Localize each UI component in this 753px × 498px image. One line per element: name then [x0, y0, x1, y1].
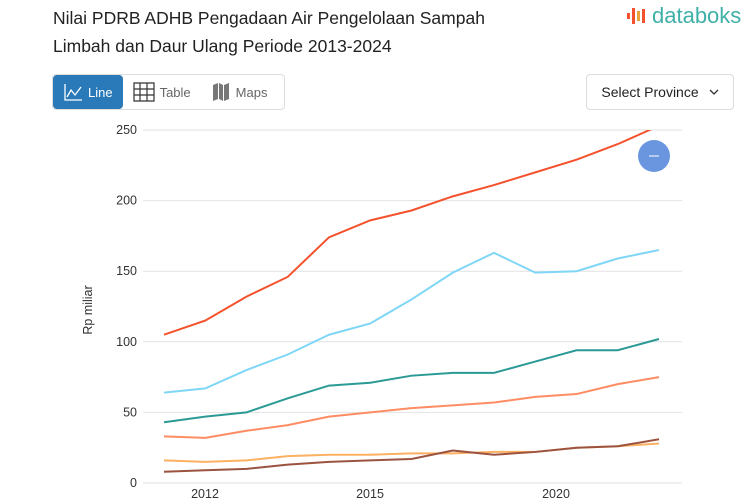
tab-label: Line — [88, 84, 113, 100]
map-icon — [212, 83, 229, 101]
tab-label: Maps — [235, 84, 268, 100]
series-line-0[interactable] — [163, 126, 659, 336]
y-tick-label: 0 — [130, 476, 137, 490]
tab-label: Table — [159, 84, 191, 100]
series-line-3[interactable] — [163, 376, 660, 439]
y-tick-label: 100 — [116, 335, 137, 349]
y-tick-label: 150 — [116, 264, 137, 278]
tab-maps[interactable]: Maps — [201, 75, 278, 109]
series-line-5[interactable] — [163, 438, 660, 473]
view-tabs: Line Table Maps — [52, 74, 285, 110]
tab-table[interactable]: Table — [123, 75, 201, 109]
select-label: Select Province — [601, 84, 699, 100]
x-tick-label: 2015 — [356, 487, 384, 498]
series-line-2[interactable] — [163, 338, 660, 424]
x-tick-label: 2020 — [542, 487, 570, 498]
table-icon — [132, 82, 155, 102]
y-axis-label: Rp miliar — [81, 285, 95, 334]
logo-bars-icon — [627, 8, 645, 24]
y-tick-label: 50 — [123, 405, 137, 419]
logo-text: databoks — [652, 3, 742, 28]
x-tick-label: 2012 — [191, 487, 219, 498]
y-tick-label: 200 — [116, 194, 137, 208]
y-tick-label: 250 — [116, 123, 137, 137]
series-line-1[interactable] — [163, 249, 660, 394]
zoom-button[interactable] — [638, 140, 670, 172]
chevron-down-icon — [709, 89, 719, 95]
tab-line[interactable]: Line — [53, 75, 123, 109]
line-chart-icon — [64, 84, 82, 101]
databoks-logo: databoks — [626, 3, 741, 29]
province-select[interactable]: Select Province — [586, 74, 734, 110]
chart-title: Nilai PDRB ADHB Pengadaan Air Pengelolaa… — [53, 8, 485, 56]
